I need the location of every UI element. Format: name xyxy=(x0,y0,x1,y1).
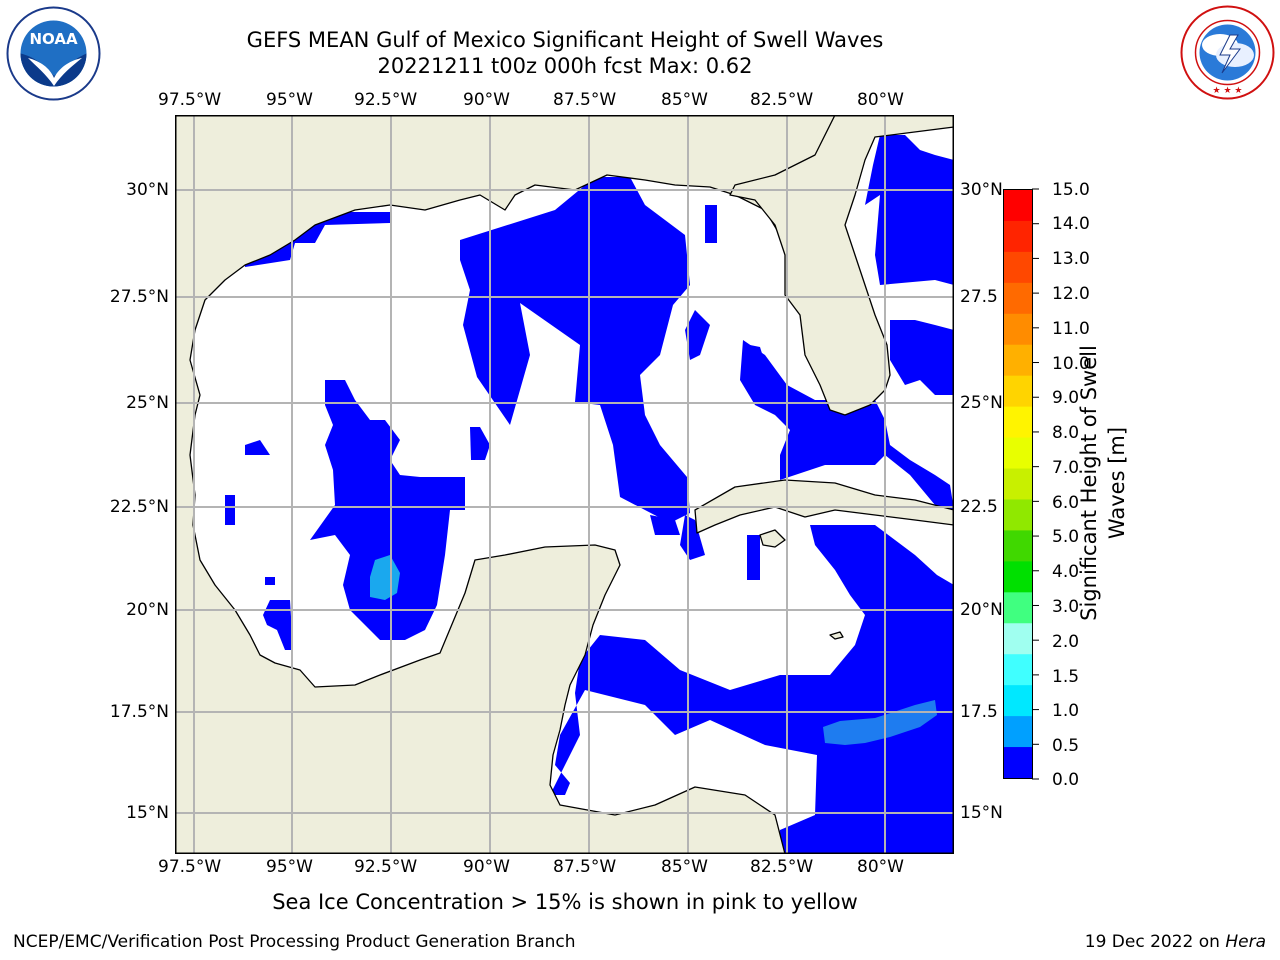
colorbar-swatch xyxy=(1004,530,1032,562)
lon-tick-top: 92.5°W xyxy=(354,90,418,110)
lat-tick-right: 22.5 xyxy=(960,497,998,517)
colorbar-swatch xyxy=(1004,406,1032,439)
colorbar-swatch xyxy=(1004,190,1032,222)
lon-tick-top: 90°W xyxy=(463,90,510,110)
swell-field-0-0.5m xyxy=(175,135,954,854)
lat-tick-left: 15°N xyxy=(126,803,169,823)
colorbar-swatch xyxy=(1004,344,1032,377)
colorbar-swatch xyxy=(1004,685,1032,717)
colorbar-tick-label: 8.0 xyxy=(1052,423,1080,443)
colorbar-swatch xyxy=(1004,468,1032,501)
colorbar-tick-label: 10.0 xyxy=(1052,354,1090,374)
lon-tick-top: 80°W xyxy=(857,90,904,110)
lat-tick-right: 30°N xyxy=(960,180,1003,200)
lat-tick-left: 17.5°N xyxy=(109,702,169,722)
colorbar-tick-label: 6.0 xyxy=(1052,493,1080,513)
map-svg xyxy=(175,115,954,854)
lon-tick-top: 87.5°W xyxy=(553,90,617,110)
lon-tick-top: 85°W xyxy=(661,90,708,110)
colorbar-swatch xyxy=(1004,747,1032,778)
colorbar-swatch xyxy=(1004,282,1032,315)
lon-tick-bottom: 82.5°W xyxy=(750,857,814,877)
lat-tick-left: 20°N xyxy=(126,600,169,620)
lat-tick-left: 30°N xyxy=(126,180,169,200)
colorbar-tick-label: 13.0 xyxy=(1052,249,1090,269)
lon-tick-bottom: 85°W xyxy=(661,857,708,877)
lon-tick-bottom: 90°W xyxy=(463,857,510,877)
colorbar-swatch xyxy=(1004,251,1032,284)
colorbar-tick-label: 12.0 xyxy=(1052,284,1090,304)
colorbar-tick-label: 7.0 xyxy=(1052,458,1080,478)
colorbar-swatch xyxy=(1004,437,1032,470)
lon-tick-bottom: 87.5°W xyxy=(553,857,617,877)
map-title: GEFS MEAN Gulf of Mexico Significant Hei… xyxy=(246,28,884,52)
lat-tick-left: 22.5°N xyxy=(109,497,169,517)
colorbar-tick-label: 0.5 xyxy=(1052,736,1080,756)
colorbar-tick-label: 2.0 xyxy=(1052,632,1080,652)
colorbar-swatch xyxy=(1004,592,1032,624)
svg-text:★ ★ ★: ★ ★ ★ xyxy=(1213,86,1243,96)
colorbar-swatch xyxy=(1004,220,1032,253)
colorbar-tick-label: 1.0 xyxy=(1052,701,1080,721)
colorbar-tick-label: 14.0 xyxy=(1052,214,1090,234)
colorbar-tick-label: 15.0 xyxy=(1052,180,1090,200)
lat-tick-right: 27.5 xyxy=(960,287,998,307)
lat-tick-right: 15°N xyxy=(960,803,1003,823)
lon-tick-top: 95°W xyxy=(266,90,313,110)
colorbar-tick-label: 11.0 xyxy=(1052,319,1090,339)
lon-tick-top: 97.5°W xyxy=(158,90,222,110)
colorbar-swatch xyxy=(1004,313,1032,346)
colorbar-swatch xyxy=(1004,375,1032,408)
noaa-logo: NOAA xyxy=(6,6,101,101)
colorbar-swatches xyxy=(1004,190,1032,778)
colorbar-tick-label: 4.0 xyxy=(1052,562,1080,582)
colorbar-label-line1: Significant Height of Swell xyxy=(1077,345,1101,621)
lat-tick-left: 27.5°N xyxy=(109,287,169,307)
colorbar-tick-label: 9.0 xyxy=(1052,388,1080,408)
noaa-logo-text: NOAA xyxy=(29,30,78,48)
colorbar-swatch xyxy=(1004,561,1032,593)
lon-tick-bottom: 92.5°W xyxy=(354,857,418,877)
colorbar-tick-label: 3.0 xyxy=(1052,597,1080,617)
sea-ice-note: Sea Ice Concentration > 15% is shown in … xyxy=(272,890,858,914)
map-frame xyxy=(175,115,954,854)
colorbar-swatch xyxy=(1004,623,1032,655)
colorbar-swatch xyxy=(1004,654,1032,686)
colorbar-swatch xyxy=(1004,716,1032,748)
lat-tick-left: 25°N xyxy=(126,393,169,413)
footer-host: Hera xyxy=(1225,932,1266,952)
footer-timestamp: 19 Dec 2022 on Hera xyxy=(1085,932,1266,952)
colorbar-tick-label: 0.0 xyxy=(1052,770,1080,790)
map-panel xyxy=(175,115,954,854)
colorbar-swatch xyxy=(1004,499,1032,532)
lon-tick-bottom: 80°W xyxy=(857,857,904,877)
lon-tick-bottom: 95°W xyxy=(266,857,313,877)
lon-tick-bottom: 97.5°W xyxy=(158,857,222,877)
footer-credit: NCEP/EMC/Verification Post Processing Pr… xyxy=(13,932,576,952)
colorbar-tick-label: 5.0 xyxy=(1052,527,1080,547)
colorbar xyxy=(1003,189,1033,779)
lat-tick-right: 25°N xyxy=(960,393,1003,413)
nws-logo: ★ ★ ★ xyxy=(1180,5,1275,100)
colorbar-label-line2: Waves [m] xyxy=(1105,426,1129,540)
colorbar-tick-label: 1.5 xyxy=(1052,667,1080,687)
footer-date: 19 Dec 2022 on xyxy=(1084,932,1226,952)
lat-tick-right: 20°N xyxy=(960,600,1003,620)
graticule xyxy=(175,115,954,854)
map-subtitle: 20221211 t00z 000h fcst Max: 0.62 xyxy=(377,54,753,78)
lon-tick-top: 82.5°W xyxy=(750,90,814,110)
colorbar-ticks xyxy=(1032,188,1039,780)
lat-tick-right: 17.5 xyxy=(960,702,998,722)
